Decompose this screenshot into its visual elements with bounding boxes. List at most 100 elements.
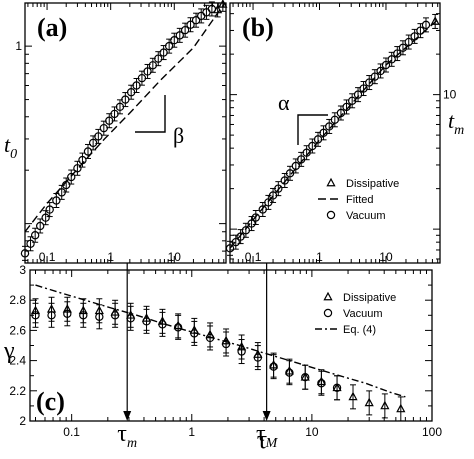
data-point-triangle <box>396 403 406 413</box>
data-point-circle <box>164 41 174 51</box>
data-point-circle <box>142 317 151 326</box>
legend-symbol-circle <box>326 210 336 220</box>
data-point-circle <box>41 213 50 222</box>
data-point-circle <box>237 347 246 356</box>
y-axis-label: tm <box>448 108 464 138</box>
panel-label: (b) <box>242 13 274 42</box>
series-line <box>24 3 225 233</box>
data-point-circle <box>353 90 363 99</box>
panel-a: 0.1 1 10 1 (a) t0 β <box>4 0 228 264</box>
data-point-circle <box>67 172 76 182</box>
data-point-circle <box>370 72 380 81</box>
slope-marker <box>297 114 328 145</box>
data-point-circle <box>158 320 167 329</box>
data-point-circle <box>359 84 368 93</box>
data-point-circle <box>110 311 120 320</box>
y-tick-label: 2.6 <box>9 323 26 337</box>
data-point-circle <box>35 221 45 231</box>
legend-entry: Fitted <box>346 194 374 206</box>
x-tick-label: 1 <box>316 250 323 264</box>
data-point-circle <box>376 66 385 76</box>
tau-marker-sub: m <box>127 436 137 451</box>
y-axis-label-sub: m <box>454 123 464 138</box>
data-point-circle <box>52 196 61 205</box>
data-point-circle <box>143 67 152 76</box>
data-point-circle <box>247 219 256 228</box>
data-point-circle <box>251 213 260 222</box>
x-tick-label: 10 <box>379 250 393 264</box>
y-tick-label: 3 <box>19 263 26 277</box>
legend-entry: Dissipative <box>346 178 399 190</box>
data-point-circle <box>236 232 245 241</box>
data-point-circle <box>79 311 88 320</box>
data-point-circle <box>285 368 294 377</box>
marker-arrowhead <box>123 411 132 421</box>
tau-marker-sub: M <box>265 436 279 451</box>
data-point-circle <box>387 55 396 64</box>
y-axis-label: γ <box>3 338 15 364</box>
y-tick-label: 2.2 <box>9 384 26 398</box>
panel-label: (a) <box>37 13 67 42</box>
y-axis-label-sub: 0 <box>10 147 17 162</box>
x-tick-label: 0.1 <box>63 425 80 439</box>
data-point-circle <box>221 339 231 349</box>
y-tick-label: 2 <box>19 414 26 428</box>
data-point-circle <box>365 78 374 87</box>
data-point-circle <box>154 54 163 63</box>
x-tick-label: 10 <box>168 250 182 264</box>
y-tick-label: 10 <box>443 88 457 102</box>
x-tick-label: 0.1 <box>39 250 56 264</box>
slope-label: β <box>173 123 184 148</box>
data-point-circle <box>83 147 93 156</box>
legend-entry: Vacuum <box>343 308 383 320</box>
data-point-circle <box>94 132 103 141</box>
y-tick-label: 2.8 <box>9 293 26 307</box>
data-point-circle <box>231 237 240 247</box>
data-point-circle <box>62 180 71 190</box>
tau-marker-label: τm <box>117 421 137 451</box>
data-point-circle <box>317 379 326 388</box>
data-point-circle <box>95 312 104 322</box>
data-point-circle <box>393 49 402 58</box>
y-tick-label: 1 <box>15 39 22 53</box>
series-line <box>229 19 439 249</box>
data-point-circle <box>269 362 278 371</box>
data-point-circle <box>342 102 351 112</box>
x-tick-label: 1 <box>107 250 114 264</box>
data-point-circle <box>190 329 199 338</box>
data-point-circle <box>336 108 346 118</box>
data-point-circle <box>381 60 391 70</box>
x-tick-label: 0.1 <box>245 250 262 264</box>
data-point-circle <box>88 138 98 148</box>
data-point-circle <box>73 164 82 173</box>
data-point-circle <box>186 20 195 29</box>
data-point-circle <box>332 383 342 392</box>
data-point-circle <box>421 20 431 30</box>
data-point-circle <box>253 353 263 362</box>
plot-frame <box>229 2 441 264</box>
data-point-circle <box>398 43 408 52</box>
data-point-circle <box>45 205 54 214</box>
data-point-circle <box>347 96 357 105</box>
y-axis-label: t0 <box>4 132 17 162</box>
data-point-circle <box>404 37 413 47</box>
data-point-circle <box>191 16 201 25</box>
data-point-circle <box>47 311 56 320</box>
data-point-circle <box>173 323 183 332</box>
data-point-circle <box>274 184 283 193</box>
data-point-circle <box>319 128 328 138</box>
data-point-triangle <box>348 391 358 401</box>
data-point-circle <box>26 239 35 248</box>
data-point-circle <box>207 4 217 14</box>
data-point-circle <box>180 25 190 35</box>
data-point-circle <box>175 31 184 40</box>
data-point-circle <box>410 32 419 41</box>
data-point-circle <box>416 26 425 35</box>
data-point-circle <box>30 231 40 240</box>
legend-entry: Dissipative <box>343 292 396 304</box>
data-point-circle <box>78 155 87 165</box>
data-point-circle <box>20 249 30 258</box>
panel-label: (c) <box>36 387 65 416</box>
